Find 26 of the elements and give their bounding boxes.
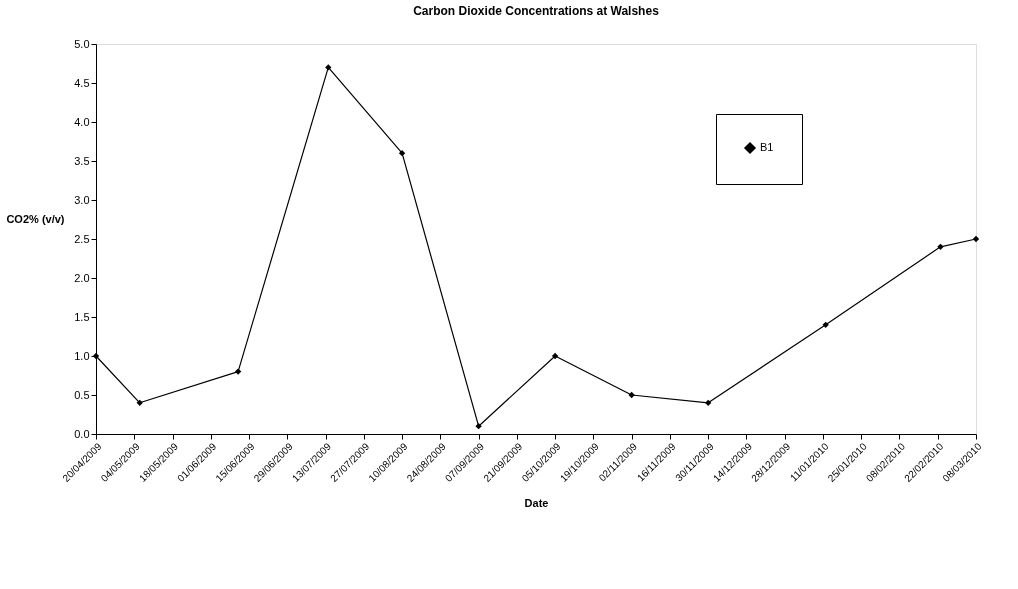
point: [628, 391, 635, 399]
point: [822, 321, 829, 328]
x-axis-title: Date: [524, 496, 549, 509]
y-tick-label: 2.0: [74, 271, 90, 284]
y-axis-title: CO2% (v/v): [6, 212, 65, 225]
legend-label: B1: [760, 141, 774, 153]
y-tick-label: 4.0: [74, 115, 90, 128]
point: [136, 399, 143, 406]
y-tick-label: 2.5: [74, 232, 90, 245]
point: [937, 243, 944, 250]
chart-title: Carbon Dioxide Concentrations at Walshes: [413, 4, 660, 18]
point: [325, 64, 332, 71]
y-tick-label: 5.0: [74, 37, 90, 50]
y-tick-label: 3.0: [74, 193, 90, 206]
point: [475, 423, 482, 430]
y-tick-label: 3.5: [74, 154, 90, 167]
y-tick-label: 1.5: [74, 310, 90, 323]
y-tick-label: 4.5: [74, 76, 90, 89]
point: [398, 150, 406, 157]
y-tick-label: 1.0: [74, 349, 90, 362]
point: [972, 235, 980, 243]
point: [705, 399, 712, 406]
point: [234, 368, 242, 375]
y-tick-label: 0.5: [74, 388, 90, 401]
y-tick-label: 0.0: [74, 427, 90, 440]
point: [551, 352, 559, 360]
